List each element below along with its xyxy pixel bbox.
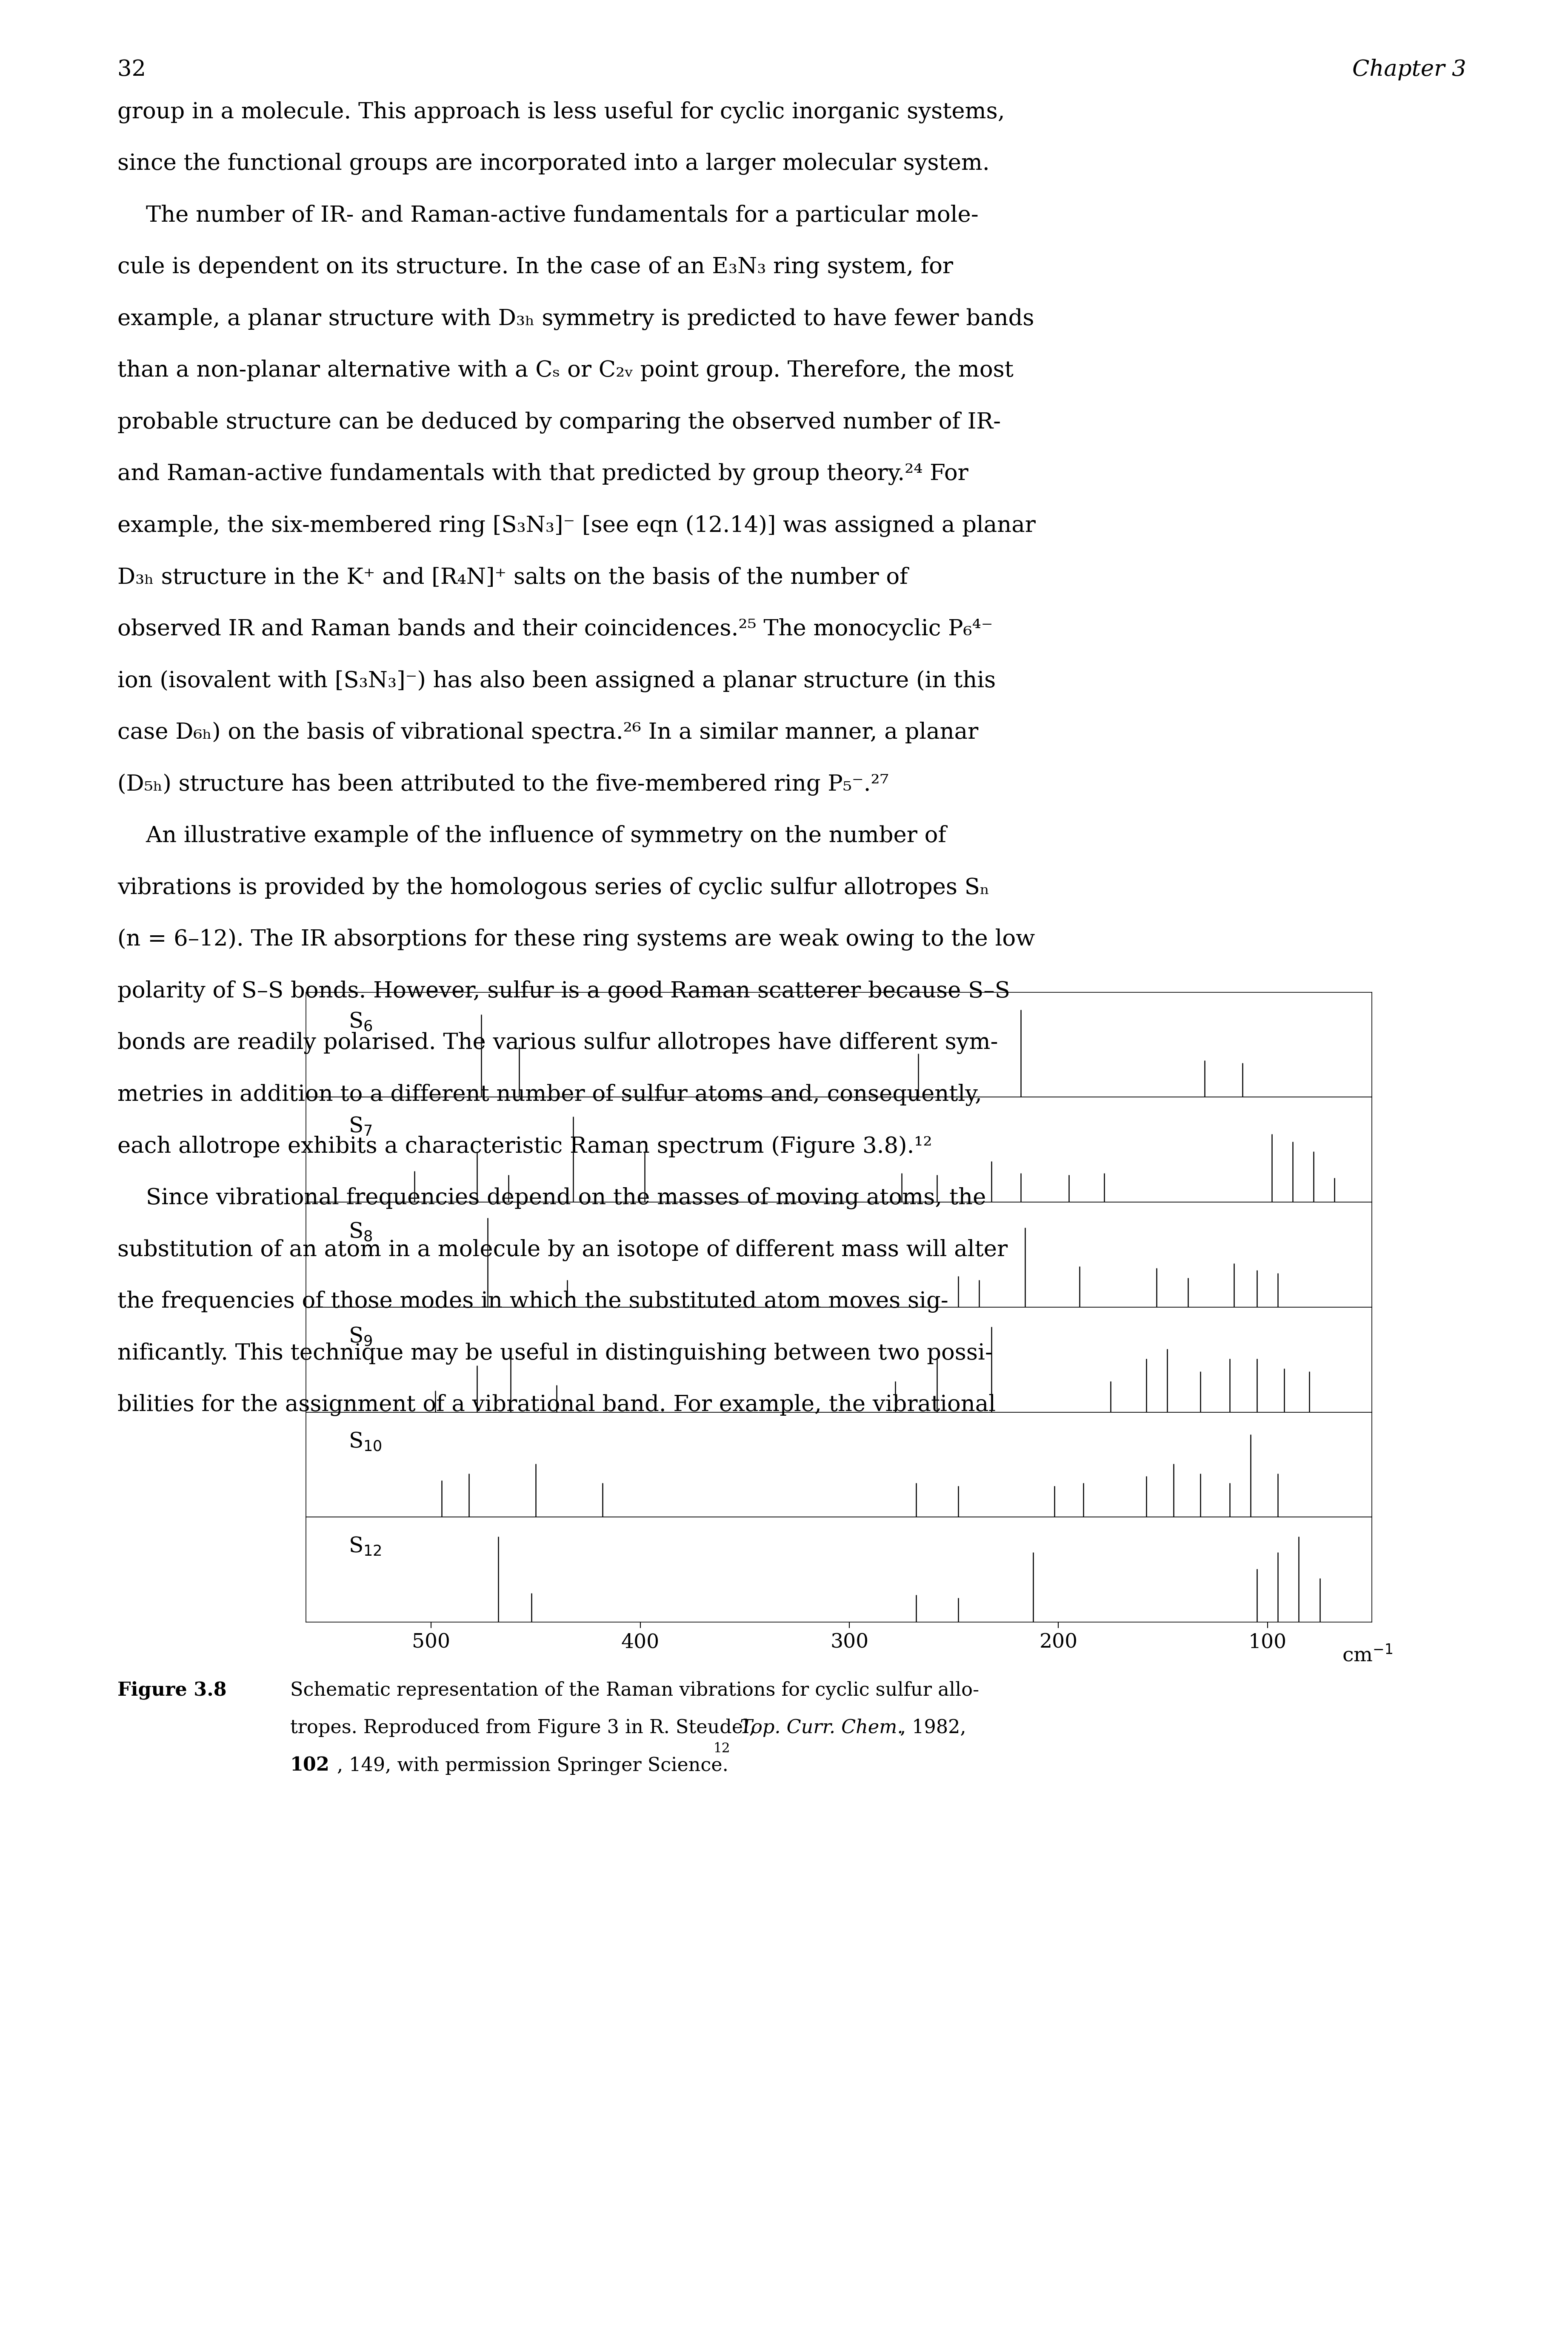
Text: group in a molecule. This approach is less useful for cyclic inorganic systems,: group in a molecule. This approach is le… bbox=[118, 101, 1005, 122]
Text: example, a planar structure with D₃ₕ symmetry is predicted to have fewer bands: example, a planar structure with D₃ₕ sym… bbox=[118, 308, 1035, 329]
Text: 32: 32 bbox=[118, 59, 146, 80]
Text: observed IR and Raman bands and their coincidences.²⁵ The monocyclic P₆⁴⁻: observed IR and Raman bands and their co… bbox=[118, 618, 993, 639]
Text: S$_7$: S$_7$ bbox=[348, 1117, 372, 1138]
Text: substitution of an atom in a molecule by an isotope of different mass will alter: substitution of an atom in a molecule by… bbox=[118, 1239, 1008, 1260]
Text: bilities for the assignment of a vibrational band. For example, the vibrational: bilities for the assignment of a vibrati… bbox=[118, 1394, 996, 1415]
Text: Chapter 3: Chapter 3 bbox=[1352, 59, 1466, 80]
Text: An illustrative example of the influence of symmetry on the number of: An illustrative example of the influence… bbox=[118, 825, 947, 846]
Text: S$_9$: S$_9$ bbox=[348, 1326, 373, 1347]
Text: (D₅ₕ) structure has been attributed to the five-membered ring P₅⁻.²⁷: (D₅ₕ) structure has been attributed to t… bbox=[118, 773, 889, 795]
Text: vibrations is provided by the homologous series of cyclic sulfur allotropes Sₙ: vibrations is provided by the homologous… bbox=[118, 877, 989, 898]
Text: ion (isovalent with [S₃N₃]⁻) has also been assigned a planar structure (in this: ion (isovalent with [S₃N₃]⁻) has also be… bbox=[118, 670, 996, 691]
Text: metries in addition to a different number of sulfur atoms and, consequently,: metries in addition to a different numbe… bbox=[118, 1084, 982, 1105]
Text: D₃ₕ structure in the K⁺ and [R₄N]⁺ salts on the basis of the number of: D₃ₕ structure in the K⁺ and [R₄N]⁺ salts… bbox=[118, 567, 908, 588]
Text: and Raman-active fundamentals with that predicted by group theory.²⁴ For: and Raman-active fundamentals with that … bbox=[118, 463, 969, 484]
Text: (n = 6–12). The IR absorptions for these ring systems are weak owing to the low: (n = 6–12). The IR absorptions for these… bbox=[118, 929, 1035, 950]
Text: tropes. Reproduced from Figure 3 in R. Steudel,: tropes. Reproduced from Figure 3 in R. S… bbox=[290, 1719, 760, 1737]
Text: example, the six-membered ring [S₃N₃]⁻ [see eqn (12.14)] was assigned a planar: example, the six-membered ring [S₃N₃]⁻ [… bbox=[118, 515, 1036, 536]
Text: , 1982,: , 1982, bbox=[900, 1719, 966, 1737]
Text: each allotrope exhibits a characteristic Raman spectrum (Figure 3.8).¹²: each allotrope exhibits a characteristic… bbox=[118, 1136, 933, 1157]
Text: case D₆ₕ) on the basis of vibrational spectra.²⁶ In a similar manner, a planar: case D₆ₕ) on the basis of vibrational sp… bbox=[118, 722, 978, 743]
Text: , 149, with permission Springer Science.: , 149, with permission Springer Science. bbox=[337, 1756, 729, 1775]
Text: S$_6$: S$_6$ bbox=[348, 1011, 373, 1032]
Text: polarity of S–S bonds. However, sulfur is a good Raman scatterer because S–S: polarity of S–S bonds. However, sulfur i… bbox=[118, 980, 1010, 1002]
Text: 102: 102 bbox=[290, 1756, 329, 1775]
Text: Since vibrational frequencies depend on the masses of moving atoms, the: Since vibrational frequencies depend on … bbox=[118, 1187, 986, 1208]
Text: Top. Curr. Chem.: Top. Curr. Chem. bbox=[740, 1719, 903, 1737]
Text: nificantly. This technique may be useful in distinguishing between two possi-: nificantly. This technique may be useful… bbox=[118, 1342, 993, 1364]
Text: S$_{12}$: S$_{12}$ bbox=[348, 1535, 381, 1556]
Text: since the functional groups are incorporated into a larger molecular system.: since the functional groups are incorpor… bbox=[118, 153, 989, 174]
Text: bonds are readily polarised. The various sulfur allotropes have different sym-: bonds are readily polarised. The various… bbox=[118, 1032, 999, 1053]
Text: 12: 12 bbox=[713, 1742, 731, 1756]
Text: than a non-planar alternative with a Cₛ or C₂ᵥ point group. Therefore, the most: than a non-planar alternative with a Cₛ … bbox=[118, 360, 1013, 381]
Text: S$_{10}$: S$_{10}$ bbox=[348, 1432, 383, 1453]
Text: probable structure can be deduced by comparing the observed number of IR-: probable structure can be deduced by com… bbox=[118, 411, 1000, 433]
Text: the frequencies of those modes in which the substituted atom moves sig-: the frequencies of those modes in which … bbox=[118, 1291, 949, 1312]
Text: S$_8$: S$_8$ bbox=[348, 1220, 373, 1241]
Text: Schematic representation of the Raman vibrations for cyclic sulfur allo-: Schematic representation of the Raman vi… bbox=[290, 1681, 978, 1700]
Text: cm$^{-1}$: cm$^{-1}$ bbox=[1342, 1646, 1392, 1665]
Text: Figure 3.8: Figure 3.8 bbox=[118, 1681, 227, 1700]
Text: cule is dependent on its structure. In the case of an E₃N₃ ring system, for: cule is dependent on its structure. In t… bbox=[118, 256, 953, 277]
Text: The number of IR- and Raman-active fundamentals for a particular mole-: The number of IR- and Raman-active funda… bbox=[118, 205, 978, 226]
